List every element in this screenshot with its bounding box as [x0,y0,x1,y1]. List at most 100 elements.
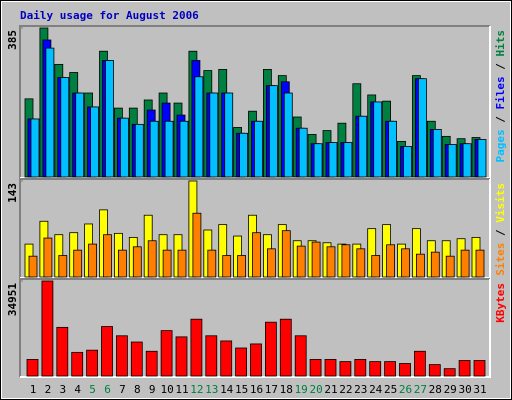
bar [179,120,189,178]
bar [43,237,53,278]
x-tick-label: 2 [45,383,52,396]
x-tick-label: 19 [295,383,308,396]
bar [134,123,144,178]
bar [298,127,308,178]
legend: KBytes [494,283,507,323]
bar [281,230,291,278]
bar [116,335,128,377]
bar [309,359,322,377]
panel-highlight [20,279,491,378]
bar [28,255,38,278]
bar [445,255,455,278]
y-tick-label: 143 [6,183,19,203]
legend-entry: Visits [494,183,507,223]
bar [324,359,337,377]
bar [120,117,129,178]
legend-entry: Hits [494,30,507,57]
legend-entry: Files [494,76,507,109]
bar [430,251,440,278]
bar [462,143,472,178]
bar [101,326,113,377]
bar [73,249,83,278]
bar [443,368,456,377]
x-tick-label: 8 [134,383,141,396]
bar [371,255,381,278]
bar [118,249,127,278]
bar [45,47,55,178]
bar [149,120,159,178]
x-tick-label: 18 [280,383,293,396]
x-tick-label: 14 [220,383,234,396]
bar [388,120,398,178]
bar [311,241,321,278]
bar [458,360,471,377]
bar [417,78,427,178]
bar [175,336,188,377]
bar [341,244,351,278]
x-tick-label: 5 [89,383,96,396]
bar [460,249,470,278]
bar [326,246,336,278]
legend-separator: / [494,223,507,243]
bar [130,341,143,377]
bar [75,92,85,178]
bar [30,118,40,178]
bar [343,142,353,178]
x-tick-label: 11 [175,383,188,396]
legend-separator: / [494,57,507,77]
x-tick-label: 29 [444,383,457,396]
bar [145,350,158,377]
x-tick-label: 25 [384,383,397,396]
bar [160,330,173,377]
x-tick-label: 3 [59,383,66,396]
x-tick-label: 1 [30,383,37,396]
x-tick-label: 6 [104,383,111,396]
bar [356,248,366,278]
bar [403,146,412,178]
x-tick-label: 9 [149,383,156,396]
x-tick-label: 24 [369,383,383,396]
bar [279,318,292,377]
bar [428,364,441,377]
x-tick-label: 30 [458,383,471,396]
bar [296,245,306,278]
bar [86,349,98,377]
bar [26,359,39,377]
bar [264,321,277,377]
x-tick-label: 20 [309,383,322,396]
chart-title: Daily usage for August 2006 [20,9,199,22]
legend: Sites / Visits [494,183,507,276]
bar [177,249,187,278]
bar [328,142,338,178]
bar [399,363,411,377]
bar [268,85,278,178]
legend-separator: / [494,110,507,130]
bar [354,359,367,377]
bar [235,347,248,377]
x-tick-label: 27 [414,383,427,396]
x-tick-label: 12 [190,383,203,396]
bar [71,351,84,377]
x-tick-label: 10 [160,383,173,396]
legend-entry: Pages [494,129,507,162]
panel-shadow [19,178,490,278]
bar [294,335,307,377]
x-tick-label: 23 [354,383,367,396]
x-tick-label: 15 [235,383,248,396]
bar [207,249,217,278]
bar [254,120,263,178]
y-tick-label: 385 [6,30,19,50]
legend-entry: Sites [494,243,507,276]
bar [205,335,218,377]
bar [313,143,323,178]
bar [162,249,172,278]
bar [266,248,276,278]
bar [41,280,54,377]
bar [194,76,204,178]
x-tick-label: 31 [473,383,486,396]
x-tick-label: 22 [339,383,352,396]
bar [239,132,249,178]
legend: Pages / Files / Hits [494,30,507,163]
